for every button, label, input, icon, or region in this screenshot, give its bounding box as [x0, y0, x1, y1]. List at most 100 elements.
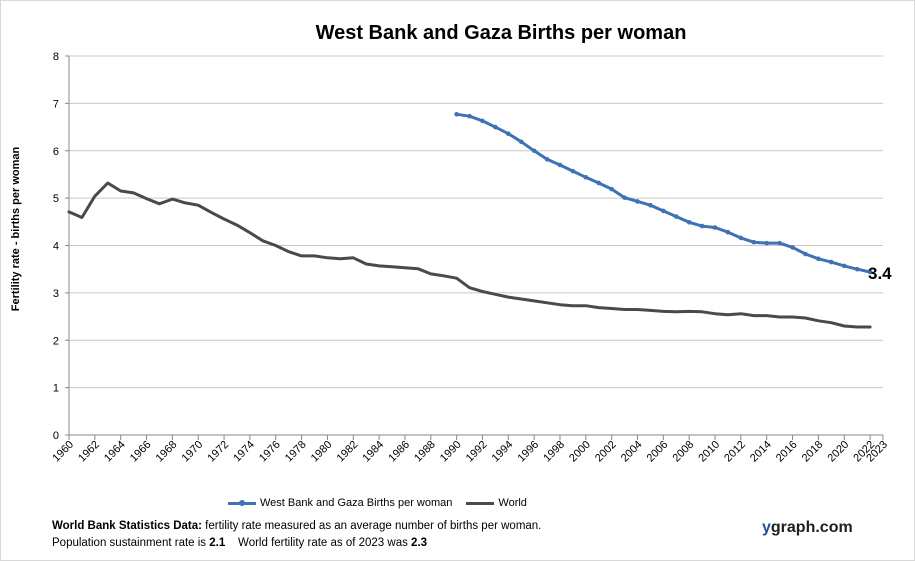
x-tick-label-2004: 2004 [619, 439, 645, 465]
x-tick-label-1968: 1968 [154, 439, 180, 465]
series-line-west-bank-gaza [455, 112, 872, 274]
brand-logo-text: graph.com [770, 519, 853, 536]
data-point-west-bank-gaza-2011 [725, 229, 731, 235]
legend: West Bank and Gaza Births per woman Worl… [228, 495, 541, 511]
x-tick-label-1970: 1970 [180, 439, 206, 465]
data-point-west-bank-gaza-2001 [596, 180, 602, 186]
data-point-west-bank-gaza-2018 [816, 256, 821, 262]
x-tick-label-1972: 1972 [205, 439, 231, 465]
y-tick-label-1: 1 [53, 383, 59, 395]
legend-swatch-world [466, 498, 495, 508]
x-tick-label-1980: 1980 [309, 439, 335, 465]
footer-sustainment-value: 2.1 [209, 537, 226, 549]
gridlines [69, 55, 883, 389]
brand-logo[interactable]: ygraph.com [762, 519, 853, 537]
data-point-west-bank-gaza-2009 [699, 223, 705, 229]
data-point-west-bank-gaza-1999 [570, 168, 576, 174]
x-tick-label-1986: 1986 [386, 439, 412, 465]
x-tick-label-1966: 1966 [128, 439, 154, 465]
x-tick-label-1960: 1960 [50, 439, 76, 465]
data-point-west-bank-gaza-1992 [480, 118, 485, 124]
x-tick-label-2002: 2002 [593, 439, 619, 465]
x-tick-label-1982: 1982 [335, 439, 361, 465]
x-tick-label-2010: 2010 [696, 439, 722, 465]
data-point-west-bank-gaza-2015 [777, 240, 782, 246]
x-tick-label-1994: 1994 [490, 439, 516, 465]
data-point-west-bank-gaza-1995 [518, 139, 524, 145]
data-point-west-bank-gaza-2020 [841, 263, 847, 269]
y-tick-label-0: 0 [53, 430, 59, 442]
x-tick-label-2016: 2016 [774, 439, 800, 465]
x-tick-label-1998: 1998 [541, 439, 567, 465]
x-tick-label-2008: 2008 [671, 439, 697, 465]
data-point-west-bank-gaza-1993 [493, 124, 498, 130]
footer-line-1: World Bank Statistics Data: fertility ra… [52, 518, 541, 535]
y-tick-label-8: 8 [53, 51, 59, 63]
data-point-west-bank-gaza-2022 [867, 269, 873, 275]
data-point-west-bank-gaza-2012 [738, 235, 744, 241]
x-tick-label-2020: 2020 [826, 439, 852, 465]
data-point-west-bank-gaza-2016 [790, 245, 795, 250]
data-point-west-bank-gaza-2013 [751, 239, 757, 245]
data-point-west-bank-gaza-2017 [803, 251, 808, 257]
data-point-west-bank-gaza-1990 [454, 111, 459, 117]
y-tick-label-5: 5 [53, 193, 59, 205]
data-point-west-bank-gaza-2000 [583, 174, 589, 180]
series-line-world [67, 181, 872, 329]
x-tick-label-1962: 1962 [76, 439, 102, 465]
y-tick-label-6: 6 [53, 146, 59, 158]
x-tick-label-1964: 1964 [102, 439, 128, 465]
x-tick-label-1976: 1976 [257, 439, 283, 465]
legend-label-west-bank-gaza: West Bank and Gaza Births per woman [260, 497, 453, 509]
x-tick-label-2012: 2012 [722, 439, 748, 465]
footer-sustainment-text: Population sustainment rate is [52, 537, 210, 549]
footer-world-rate-value: 2.3 [411, 537, 428, 549]
footer-note: World Bank Statistics Data: fertility ra… [52, 518, 541, 552]
data-point-west-bank-gaza-2008 [686, 219, 692, 225]
x-tick-label-1990: 1990 [438, 439, 464, 465]
x-tick-labels: 1960 1962 1964 1966 1968 1970 1972 1974 1976 1978… [50, 439, 890, 465]
axes [65, 55, 884, 440]
footer-line-2: Population sustainment rate is 2.1 World… [52, 535, 541, 552]
x-tick-label-1996: 1996 [515, 439, 541, 465]
data-point-west-bank-gaza-2007 [673, 214, 679, 219]
brand-logo-y: y [762, 519, 771, 536]
y-axis-label: Fertility rate - births per woman [10, 147, 22, 312]
y-tick-label-2: 2 [53, 335, 59, 347]
legend-item-west-bank-gaza: West Bank and Gaza Births per woman [228, 497, 452, 509]
data-point-west-bank-gaza-2010 [712, 225, 718, 230]
series-lines [67, 111, 873, 329]
x-tick-label-1992: 1992 [464, 439, 490, 465]
data-point-west-bank-gaza-2002 [609, 186, 614, 192]
chart-title: West Bank and Gaza Births per woman [316, 22, 687, 44]
data-point-west-bank-gaza-1998 [557, 162, 563, 168]
y-tick-label-7: 7 [53, 98, 59, 110]
x-tick-label-2006: 2006 [645, 439, 671, 465]
footer-world-rate-text: World fertility rate as of 2023 was [225, 537, 412, 549]
data-point-west-bank-gaza-2005 [648, 202, 653, 208]
data-point-west-bank-gaza-2021 [854, 266, 860, 272]
x-tick-label-2018: 2018 [800, 439, 826, 465]
data-point-west-bank-gaza-2003 [622, 195, 627, 200]
data-point-west-bank-gaza-1994 [506, 131, 511, 136]
x-tick-label-2014: 2014 [748, 439, 774, 465]
x-tick-label-2000: 2000 [567, 439, 593, 465]
x-tick-label-1988: 1988 [412, 439, 438, 465]
footer-description: fertility rate measured as an average nu… [201, 520, 542, 532]
data-point-west-bank-gaza-1996 [531, 148, 537, 154]
x-tick-label-1984: 1984 [360, 439, 386, 465]
data-point-west-bank-gaza-2014 [764, 240, 770, 246]
legend-label-world: World [498, 497, 527, 509]
y-tick-label-3: 3 [53, 288, 59, 300]
x-tick-label-1974: 1974 [231, 439, 257, 465]
data-point-west-bank-gaza-2019 [829, 259, 834, 265]
x-tick-label-1978: 1978 [283, 439, 309, 465]
data-point-west-bank-gaza-2004 [635, 199, 640, 204]
data-point-west-bank-gaza-1997 [544, 156, 550, 162]
footer-source: World Bank Statistics Data: [52, 520, 202, 532]
legend-item-world: World [466, 497, 527, 509]
legend-swatch-west-bank-gaza [228, 498, 256, 508]
data-point-west-bank-gaza-2006 [661, 208, 666, 214]
data-point-west-bank-gaza-1991 [467, 113, 472, 119]
